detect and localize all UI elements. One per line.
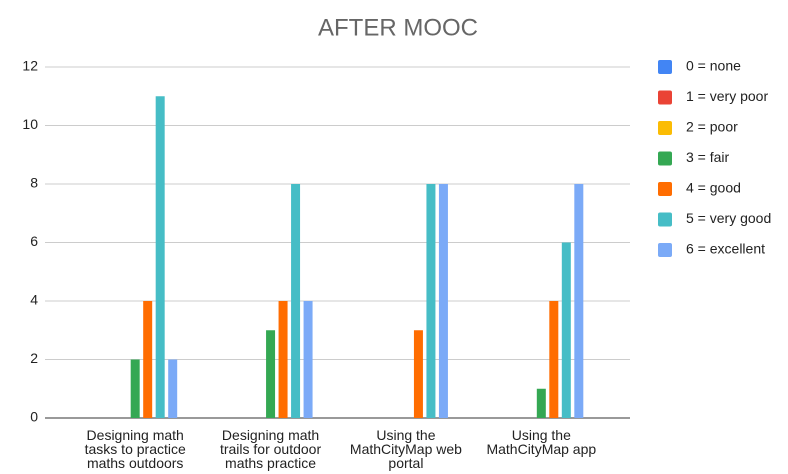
- bar: [143, 301, 153, 418]
- legend-label: 2 = poor: [686, 119, 738, 135]
- bar: [438, 184, 448, 418]
- y-tick-label: 8: [30, 175, 38, 191]
- chart-title: AFTER MOOC: [318, 14, 478, 41]
- x-tick-label: Designing math tasks to practice maths o…: [84, 427, 186, 471]
- legend-swatch: [658, 212, 672, 227]
- y-tick-label: 2: [30, 350, 38, 366]
- y-tick-label: 12: [22, 58, 38, 74]
- legend-swatch: [658, 60, 672, 74]
- bar: [303, 301, 313, 418]
- legend-swatch: [658, 243, 672, 257]
- legend-label: 6 = excellent: [686, 241, 765, 257]
- x-tick-label: Using the MathCityMap app: [486, 427, 597, 457]
- bar: [155, 96, 165, 418]
- legend-label: 0 = none: [686, 58, 741, 74]
- legend-label: 1 = very poor: [686, 88, 768, 104]
- bar: [549, 301, 559, 418]
- legend-swatch: [658, 151, 672, 166]
- bar: [536, 388, 546, 418]
- y-tick-label: 4: [30, 292, 38, 308]
- y-tick-label: 0: [30, 409, 38, 425]
- bar: [291, 184, 301, 418]
- y-tick-label: 6: [30, 233, 38, 249]
- bar: [130, 359, 140, 418]
- legend-swatch: [658, 182, 672, 196]
- bar: [426, 184, 436, 418]
- bar: [278, 301, 288, 418]
- bar: [168, 359, 178, 418]
- legend-swatch: [658, 121, 672, 135]
- y-tick-label: 10: [22, 116, 38, 132]
- bar: [266, 330, 276, 418]
- bar: [413, 330, 423, 418]
- legend-label: 5 = very good: [686, 210, 771, 226]
- x-tick-label: Designing math trails for outdoor maths …: [219, 427, 322, 471]
- x-tick-label: Using the MathCityMap web portal: [349, 427, 462, 471]
- legend-label: 4 = good: [686, 180, 741, 196]
- legend-label: 3 = fair: [686, 149, 730, 165]
- legend-swatch: [658, 90, 672, 105]
- bar: [574, 184, 584, 418]
- bar: [561, 242, 571, 418]
